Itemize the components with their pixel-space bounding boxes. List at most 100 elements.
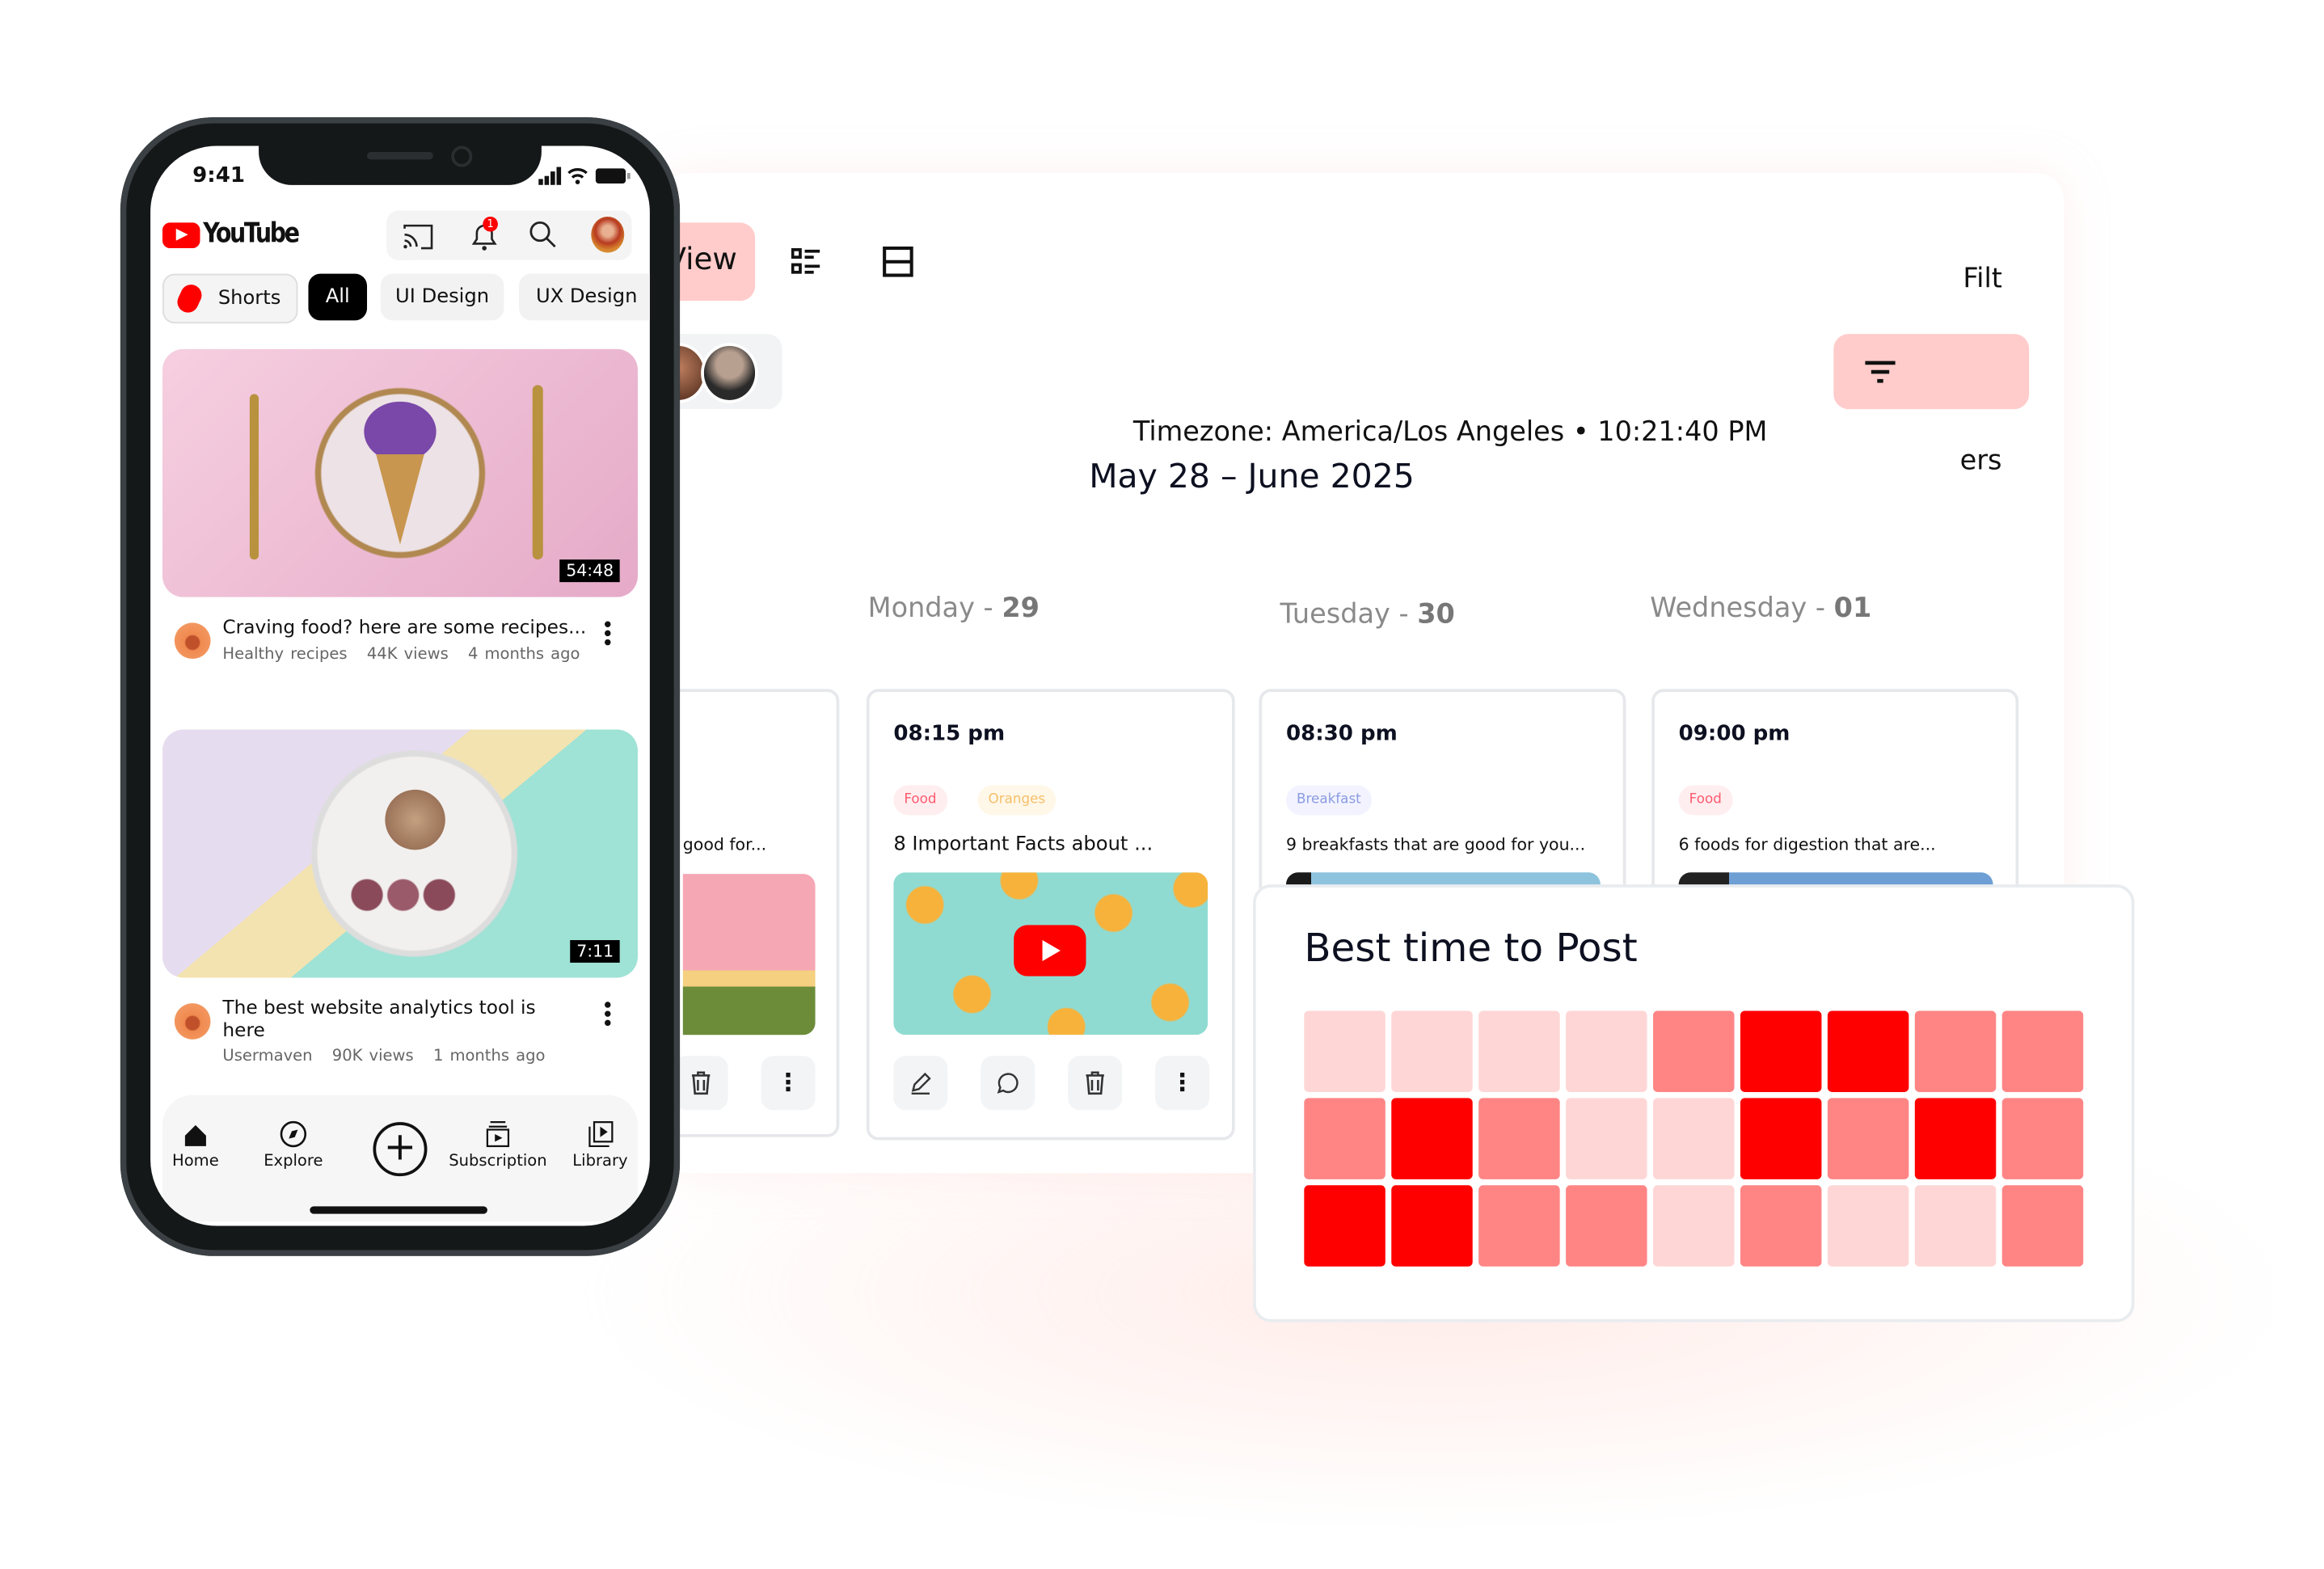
heatmap-cell bbox=[1653, 1185, 1735, 1267]
knife-graphic bbox=[532, 385, 543, 560]
heatmap-cell bbox=[1391, 1185, 1473, 1267]
shorts-icon bbox=[174, 280, 205, 316]
home-icon bbox=[184, 1124, 206, 1146]
trash-icon bbox=[691, 1071, 711, 1095]
heatmap-cell bbox=[1740, 1010, 1822, 1092]
chip-shorts[interactable]: Shorts bbox=[162, 273, 298, 324]
cast-icon[interactable] bbox=[402, 221, 435, 251]
home-indicator bbox=[310, 1206, 487, 1214]
fork-graphic bbox=[249, 394, 259, 560]
heatmap-cell bbox=[1566, 1185, 1647, 1267]
list-view-icon[interactable] bbox=[791, 247, 821, 276]
tag-breakfast: Breakfast bbox=[1285, 785, 1372, 816]
chip-ux-design[interactable]: UX Design bbox=[518, 273, 650, 321]
video-title[interactable]: Craving food? here are some recipes... bbox=[222, 615, 587, 638]
nav-subscription[interactable]: Subscription bbox=[445, 1097, 550, 1170]
play-button[interactable] bbox=[1014, 925, 1086, 976]
channel-avatar[interactable] bbox=[174, 1003, 211, 1040]
delete-button[interactable] bbox=[673, 1056, 728, 1111]
food-graphic bbox=[343, 872, 464, 918]
search-icon[interactable] bbox=[528, 220, 558, 250]
heatmap-cell bbox=[2001, 1098, 2084, 1179]
play-icon bbox=[1042, 940, 1061, 962]
youtube-logo-icon[interactable] bbox=[162, 222, 200, 249]
post-title: 9 breakfasts that are good for you... bbox=[1285, 834, 1586, 854]
heatmap-cell bbox=[1740, 1185, 1822, 1267]
video-thumbnail[interactable]: 54:48 bbox=[162, 348, 638, 597]
heatmap-cell bbox=[1304, 1185, 1386, 1267]
delete-button[interactable] bbox=[1068, 1056, 1123, 1111]
heatmap-cell bbox=[1914, 1098, 1997, 1179]
video-title[interactable]: The best website analytics tool is here bbox=[222, 995, 536, 1041]
heatmap-cell bbox=[2001, 1185, 2084, 1267]
timezone-clock: Timezone: America/Los Angeles • 10:21:40… bbox=[1132, 416, 1768, 449]
heatmap-cell bbox=[1827, 1098, 1909, 1179]
comment-icon bbox=[997, 1073, 1019, 1094]
day-header-monday: Monday - 29 bbox=[867, 593, 1040, 625]
date-range-title: May 28 – June 2025 bbox=[1089, 458, 1415, 497]
tag-oranges: Oranges bbox=[977, 785, 1057, 816]
create-button[interactable]: + bbox=[373, 1122, 428, 1177]
best-time-title: Best time to Post bbox=[1304, 926, 1638, 972]
best-time-panel: Best time to Post bbox=[1253, 884, 2135, 1322]
food-graphic bbox=[385, 789, 445, 850]
post-card[interactable]: 08:15 pm Food Oranges 8 Important Facts … bbox=[866, 689, 1235, 1141]
status-time: 9:41 bbox=[192, 163, 245, 188]
trash-icon bbox=[1086, 1071, 1104, 1095]
more-button[interactable]: ⋮ bbox=[761, 1056, 816, 1111]
chip-all[interactable]: All bbox=[308, 273, 368, 321]
header-actions: 1 bbox=[386, 210, 632, 260]
nav-explore[interactable]: Explore bbox=[255, 1097, 331, 1170]
post-time: 09:00 pm bbox=[1678, 722, 1790, 746]
pencil-icon bbox=[911, 1072, 931, 1095]
video-more-button[interactable] bbox=[605, 621, 611, 648]
edit-button[interactable] bbox=[893, 1056, 948, 1111]
nav-label: Home bbox=[172, 1152, 219, 1170]
phone-mockup: 9:41 YouTube 1 Shorts All UI Design UX D… bbox=[120, 117, 681, 1256]
heatmap-cell bbox=[1391, 1098, 1473, 1179]
post-thumbnail[interactable] bbox=[893, 872, 1208, 1035]
youtube-app-screen: 9:41 YouTube 1 Shorts All UI Design UX D… bbox=[150, 146, 650, 1226]
heatmap-cell bbox=[1914, 1185, 1997, 1267]
heatmap-cell bbox=[1827, 1185, 1909, 1267]
video-duration: 7:11 bbox=[570, 940, 620, 963]
post-time: 08:15 pm bbox=[893, 722, 1006, 746]
notification-badge: 1 bbox=[483, 216, 498, 232]
heatmap-cell bbox=[1566, 1010, 1647, 1092]
heatmap-cell bbox=[1740, 1098, 1822, 1179]
youtube-logo-text: YouTube bbox=[203, 217, 300, 250]
nav-library[interactable]: Library bbox=[568, 1097, 631, 1170]
subscriptions-icon bbox=[486, 1121, 510, 1148]
heatmap-cell bbox=[1827, 1010, 1909, 1092]
heatmap-cell bbox=[1478, 1185, 1560, 1267]
heatmap-cell bbox=[1653, 1098, 1735, 1179]
channel-avatar[interactable] bbox=[174, 622, 211, 660]
video-more-button[interactable] bbox=[605, 1002, 611, 1028]
heatmap-cell bbox=[1914, 1010, 1997, 1092]
more-icon: ⋮ bbox=[1170, 1068, 1195, 1097]
nav-label: Subscription bbox=[449, 1152, 547, 1170]
heatmap-cell bbox=[1478, 1098, 1560, 1179]
comment-button[interactable] bbox=[981, 1056, 1035, 1111]
post-thumbnail bbox=[682, 874, 816, 1035]
more-button[interactable]: ⋮ bbox=[1155, 1056, 1210, 1111]
post-title: 8 Important Facts about ... bbox=[893, 833, 1154, 856]
post-title: 6 foods for digestion that are... bbox=[1678, 834, 1936, 854]
video-thumbnail[interactable]: 7:11 bbox=[162, 729, 638, 978]
filter-icon bbox=[1865, 361, 1896, 383]
video-meta: Usermaven 90K views 1 months ago bbox=[222, 1047, 546, 1065]
nav-label: Library bbox=[572, 1152, 628, 1170]
split-layout-icon[interactable] bbox=[881, 245, 914, 278]
day-header-wednesday: Wednesday - 01 bbox=[1650, 593, 1872, 625]
flower-graphic bbox=[364, 401, 437, 462]
tag-food: Food bbox=[1678, 785, 1732, 816]
chip-ui-design[interactable]: UI Design bbox=[380, 273, 504, 321]
more-icon: ⋮ bbox=[776, 1068, 800, 1097]
filters-label-part: ers bbox=[1959, 445, 2002, 477]
filters-button[interactable] bbox=[1833, 334, 2030, 410]
heatmap-cell bbox=[1478, 1010, 1560, 1092]
library-icon bbox=[588, 1121, 614, 1148]
nav-home[interactable]: Home bbox=[168, 1097, 222, 1170]
profile-avatar[interactable] bbox=[591, 216, 625, 253]
cone-graphic bbox=[376, 453, 424, 545]
